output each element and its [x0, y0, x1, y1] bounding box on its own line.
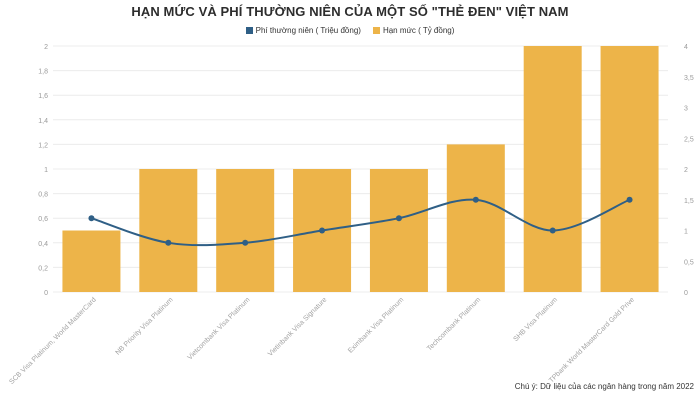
- line-point: [549, 227, 556, 234]
- category-label: Vietinbank Visa Signature: [267, 296, 329, 358]
- line-point: [319, 227, 326, 234]
- right-axis-tick-label: 1: [684, 229, 688, 236]
- left-axis-tick-label: 1,4: [38, 118, 48, 125]
- bar: [62, 230, 121, 292]
- line-point: [395, 215, 402, 222]
- x-axis: SCB Visa Platinum, World MasterCard NB Pr…: [8, 296, 636, 386]
- line-point: [242, 239, 249, 246]
- right-axis-tick-label: 3,5: [684, 75, 694, 82]
- bar: [216, 169, 275, 292]
- legend-label-annual-fee: Phí thường niên ( Triệu đồng): [255, 26, 361, 35]
- line-series: [88, 196, 633, 247]
- footnote: Chú ý: Dữ liệu của các ngân hàng trong n…: [514, 382, 694, 391]
- line-point: [472, 196, 479, 203]
- left-axis-tick-label: 1: [44, 167, 48, 174]
- line-point: [88, 215, 95, 222]
- right-axis-tick-label: 1,5: [684, 198, 694, 205]
- left-axis-tick-label: 0,4: [38, 241, 48, 248]
- left-axis-tick-label: 1,6: [38, 93, 48, 100]
- bar: [446, 144, 505, 292]
- legend: Phí thường niên ( Triệu đồng) Hạn mức ( …: [0, 26, 700, 35]
- right-axis: 0 0,5 1 1,5 2 2,5 3 3,5 4: [684, 44, 694, 297]
- left-axis-tick-label: 0,6: [38, 216, 48, 223]
- right-axis-tick-label: 2,5: [684, 136, 694, 143]
- right-axis-tick-label: 0: [684, 290, 688, 297]
- legend-swatch-line: [245, 27, 253, 34]
- category-label: TPbank World MasterCard Gold Prive: [548, 296, 636, 384]
- left-axis: 0 0,2 0,4 0,6 0,8 1 1,2 1,4 1,6 1,8 2: [38, 44, 48, 297]
- line-point: [165, 239, 172, 246]
- right-axis-tick-label: 3: [684, 106, 688, 113]
- right-axis-tick-label: 4: [684, 44, 688, 51]
- left-axis-tick-label: 1,8: [38, 69, 48, 76]
- bar: [369, 169, 428, 292]
- right-axis-tick-label: 0,5: [684, 259, 694, 266]
- bar: [600, 46, 659, 292]
- category-label: SCB Visa Platinum, World MasterCard: [8, 296, 98, 386]
- legend-label-credit-limit: Hạn mức ( Tỷ đồng): [382, 26, 455, 35]
- right-axis-tick-label: 2: [684, 167, 688, 174]
- left-axis-tick-label: 2: [44, 44, 48, 51]
- bar: [139, 169, 198, 292]
- category-label: SHB Visa Platinum: [512, 296, 559, 343]
- category-label: NB Priority Visa Platinum: [115, 296, 175, 356]
- left-axis-tick-label: 0,8: [38, 192, 48, 199]
- chart-title: HẠN MỨC VÀ PHÍ THƯỜNG NIÊN CỦA MỘT SỐ "T…: [131, 4, 569, 19]
- left-axis-tick-label: 0,2: [38, 265, 48, 272]
- bar-series: [62, 46, 659, 292]
- bar: [523, 46, 582, 292]
- line-point: [626, 196, 633, 203]
- legend-item-credit-limit[interactable]: Hạn mức ( Tỷ đồng): [372, 26, 455, 35]
- category-label: Vietcombank Visa Platinum: [187, 296, 252, 361]
- category-label: Eximbank Visa Platinum: [347, 296, 405, 354]
- line-path: [91, 198, 630, 247]
- legend-item-annual-fee[interactable]: Phí thường niên ( Triệu đồng): [245, 26, 361, 35]
- category-label: Techcombank Platinum: [426, 296, 482, 352]
- legend-swatch-bar: [372, 27, 380, 34]
- left-axis-tick-label: 1,2: [38, 142, 48, 149]
- left-axis-tick-label: 0: [44, 290, 48, 297]
